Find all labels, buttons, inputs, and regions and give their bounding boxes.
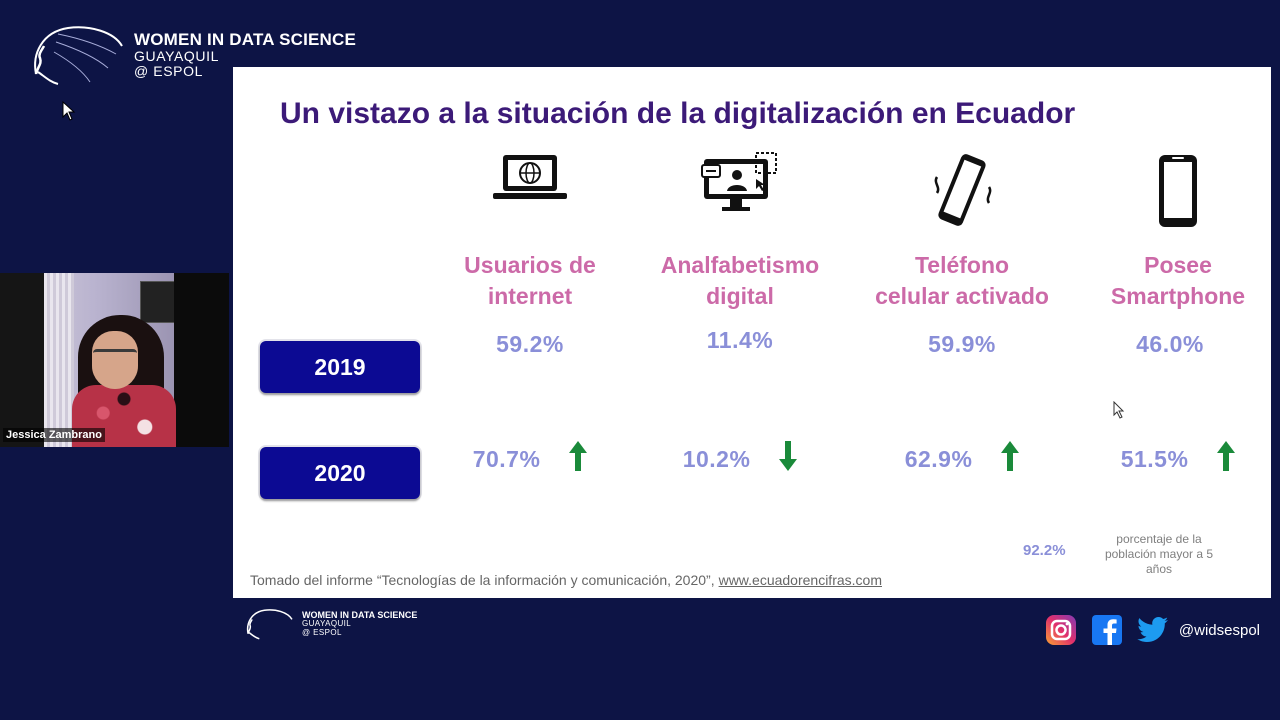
value-2019: 59.9% (928, 331, 996, 357)
column-label-line-2: celular activado (875, 283, 1049, 309)
column-label-line-2: internet (487, 283, 573, 309)
arrow-up-icon (1217, 441, 1236, 477)
mouse-cursor-icon (62, 101, 76, 121)
brand-footer: WOMEN IN DATA SCIENCE GUAYAQUIL @ ESPOL (244, 608, 417, 640)
participant-video[interactable]: Jessica Zambrano (0, 273, 229, 447)
column-label-line-2: digital (706, 283, 774, 309)
arrow-up-icon (1001, 441, 1020, 477)
wids-logo-small-icon (244, 608, 294, 640)
year-badge-2019: 2019 (260, 341, 420, 393)
value-2019: 11.4% (706, 327, 774, 353)
extra-value: 92.2% (1023, 542, 1066, 559)
year-badge-2020: 2020 (260, 447, 420, 499)
column-label-line-2: Smartphone (1110, 283, 1246, 309)
column-label-line-1: Teléfono (914, 252, 1010, 278)
value-2020: 10.2% (682, 445, 751, 472)
brand-header: WOMEN IN DATA SCIENCE GUAYAQUIL @ ESPOL (28, 24, 356, 86)
facebook-icon[interactable] (1091, 614, 1123, 646)
brand-line-3: @ ESPOL (134, 62, 203, 79)
value-2019: 46.0% (1136, 331, 1204, 357)
column-label-line-1: Analfabetismo (660, 252, 820, 278)
social-handle[interactable]: @widsespol (1178, 621, 1260, 639)
column-smartphone: Posee Smartphone 46.0% 51.5% (1078, 151, 1278, 472)
value-2020: 70.7% (472, 445, 541, 472)
twitter-icon[interactable] (1137, 616, 1169, 644)
smartphone-icon (1159, 155, 1197, 227)
brand-line-1: WOMEN IN DATA SCIENCE (134, 30, 357, 50)
source-link[interactable]: www.ecuadorencifras.com (718, 572, 882, 588)
laptop-globe-icon (493, 155, 567, 199)
value-2020: 51.5% (1120, 445, 1189, 472)
brand-footer-line-1: WOMEN IN DATA SCIENCE (302, 609, 418, 620)
slide-title: Un vistazo a la situación de la digitali… (280, 97, 1076, 130)
participant-name: Jessica Zambrano (3, 428, 105, 442)
vibrating-phone-icon (934, 154, 992, 226)
instagram-icon[interactable] (1045, 614, 1077, 646)
value-2020: 62.9% (904, 445, 973, 472)
brand-footer-line-2: GUAYAQUIL (302, 619, 352, 629)
arrow-up-icon (569, 441, 588, 477)
column-label-line-1: Posee (1144, 252, 1212, 278)
column-active-mobile: Teléfono celular activado 59.9% 62.9% (862, 151, 1062, 472)
source-citation: Tomado del informe “Tecnologías de la in… (250, 572, 882, 588)
brand-footer-line-3: @ ESPOL (302, 627, 342, 637)
brand-line-2: GUAYAQUIL (134, 48, 220, 65)
slide-cursor-icon (1113, 401, 1125, 419)
column-digital-illiteracy: Analfabetismo digital 11.4% 10.2% (640, 151, 840, 472)
extra-note: porcentaje de la población mayor a 5 año… (1104, 532, 1214, 576)
arrow-down-icon (779, 441, 798, 477)
social-bar: @widsespol (1045, 614, 1260, 646)
column-internet-users: Usuarios de internet 59.2% 70.7% (430, 151, 630, 472)
monitor-user-icon (701, 152, 777, 211)
column-label-line-1: Usuarios de (464, 252, 596, 278)
source-text: Tomado del informe “Tecnologías de la in… (250, 572, 715, 588)
shared-slide: Un vistazo a la situación de la digitali… (233, 67, 1271, 598)
wids-logo-icon (28, 24, 126, 86)
value-2019: 59.2% (496, 331, 564, 357)
